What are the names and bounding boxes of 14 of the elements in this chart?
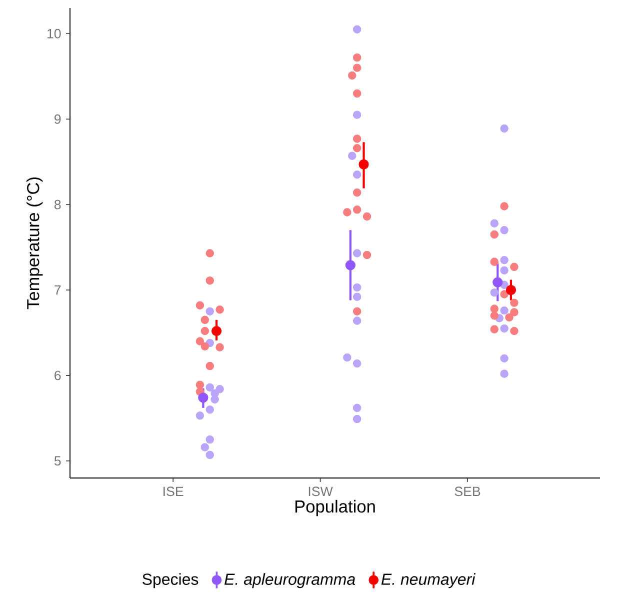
y-tick-label: 6 — [54, 370, 61, 380]
y-tick-label: 9 — [54, 114, 61, 124]
y-tick-label: 8 — [54, 200, 61, 210]
y-axis-title: Temperature (°C) — [26, 178, 43, 310]
x-axis-title: Population — [295, 500, 375, 516]
x-tick-label: ISE — [164, 486, 184, 496]
x-tick-label: ISW — [308, 486, 333, 496]
y-tick-label: 7 — [54, 286, 61, 295]
y-tick-label: 10 — [48, 29, 61, 39]
legend-label: E. neumayeri — [381, 573, 476, 588]
y-tick-label: 5 — [54, 456, 61, 466]
x-tick-label: SEB — [454, 486, 480, 496]
legend-title: Species — [142, 573, 198, 588]
legend-label: E. apleurogramma — [224, 573, 356, 588]
